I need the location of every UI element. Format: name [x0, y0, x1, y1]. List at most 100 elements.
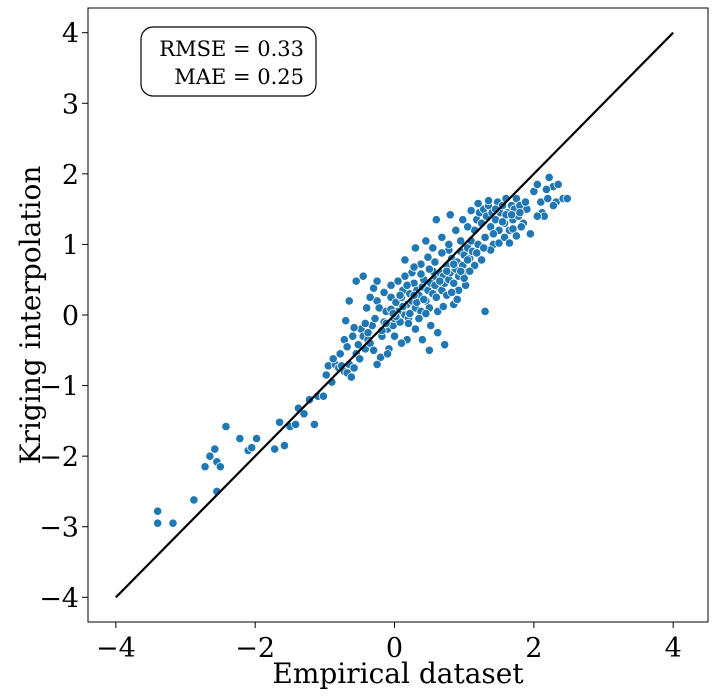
data-point [433, 328, 443, 338]
data-point [504, 238, 515, 248]
mae-text: MAE = 0.25 [174, 65, 304, 89]
data-point [506, 210, 517, 220]
data-point [290, 419, 301, 429]
stats-box [140, 26, 317, 97]
data-point [440, 340, 450, 350]
data-point [342, 342, 352, 352]
data-point [251, 433, 262, 444]
data-point [400, 271, 410, 281]
data-point [447, 287, 457, 298]
data-point [543, 193, 553, 204]
data-point [463, 222, 473, 232]
data-point [417, 335, 427, 345]
data-point [393, 276, 403, 286]
data-point [389, 331, 400, 341]
data-point [532, 179, 542, 190]
data-point [335, 349, 345, 359]
data-point [431, 292, 441, 302]
data-point [458, 215, 468, 225]
data-point [351, 276, 361, 286]
data-point [270, 444, 280, 454]
data-point [480, 232, 490, 242]
data-point [532, 211, 542, 221]
y-tick-label: 0 [62, 301, 79, 332]
data-point [395, 290, 405, 300]
data-point [362, 303, 372, 313]
data-point [465, 266, 475, 276]
data-point [369, 345, 379, 355]
data-point [488, 229, 499, 239]
data-point [479, 243, 489, 253]
data-point [424, 264, 434, 274]
data-point [344, 296, 354, 306]
y-axis-ticks: −4 −3 −2 −1 0 1 2 3 4 [39, 19, 88, 614]
y-axis-title: Kriging interpolation [14, 166, 47, 465]
data-point [410, 324, 421, 334]
data-point [466, 205, 476, 216]
data-point [215, 462, 225, 472]
stats-annotation: RMSE = 0.33 MAE = 0.25 [140, 26, 317, 97]
data-point [353, 340, 363, 350]
data-point [168, 518, 178, 528]
data-point [476, 255, 487, 265]
y-tick-label: −1 [39, 372, 79, 403]
data-point [355, 354, 365, 364]
data-point [515, 208, 525, 218]
data-point [473, 198, 483, 209]
y-tick-label: 3 [62, 89, 79, 120]
data-point [445, 210, 455, 220]
data-point [416, 269, 426, 279]
data-point [328, 354, 338, 364]
data-point [449, 259, 459, 269]
identity-line [115, 31, 674, 599]
data-point [494, 238, 504, 248]
data-point [452, 294, 462, 305]
data-point [423, 252, 433, 262]
y-tick-label: 2 [62, 160, 79, 191]
data-point [428, 243, 438, 253]
x-tick-label: 0 [386, 633, 403, 664]
data-point [541, 184, 551, 194]
y-tick-label: 4 [62, 19, 79, 50]
data-point [274, 417, 285, 427]
x-axis-title: Empirical dataset [272, 657, 524, 690]
data-point [544, 172, 554, 182]
data-point [247, 443, 257, 453]
data-point [449, 278, 459, 288]
x-tick-label: 2 [525, 633, 542, 664]
data-point [363, 328, 373, 338]
data-point [483, 196, 494, 206]
data-point [480, 306, 490, 317]
data-point [424, 345, 434, 355]
data-point [358, 271, 368, 281]
data-point [410, 243, 421, 253]
x-tick-label: −2 [235, 633, 275, 664]
data-point [189, 495, 199, 505]
data-point [497, 217, 508, 227]
data-point [451, 225, 461, 235]
y-tick-label: −3 [39, 513, 79, 544]
data-point [430, 257, 440, 267]
data-point [396, 338, 407, 348]
data-point [431, 215, 441, 225]
data-point [437, 232, 447, 242]
data-point [442, 266, 452, 276]
data-point [525, 229, 535, 239]
data-point [562, 193, 572, 204]
data-point [299, 409, 309, 419]
data-point [511, 231, 522, 241]
data-point [463, 255, 473, 265]
data-point [235, 433, 245, 444]
data-point [516, 222, 526, 232]
data-point [548, 201, 558, 211]
x-tick-label: 4 [665, 633, 682, 664]
data-point [221, 421, 231, 432]
data-point [472, 248, 482, 258]
data-point [372, 276, 382, 286]
data-point [437, 248, 447, 258]
data-point [414, 313, 424, 324]
data-point [365, 292, 375, 302]
data-point [456, 236, 466, 246]
identity-line-group [115, 31, 674, 599]
